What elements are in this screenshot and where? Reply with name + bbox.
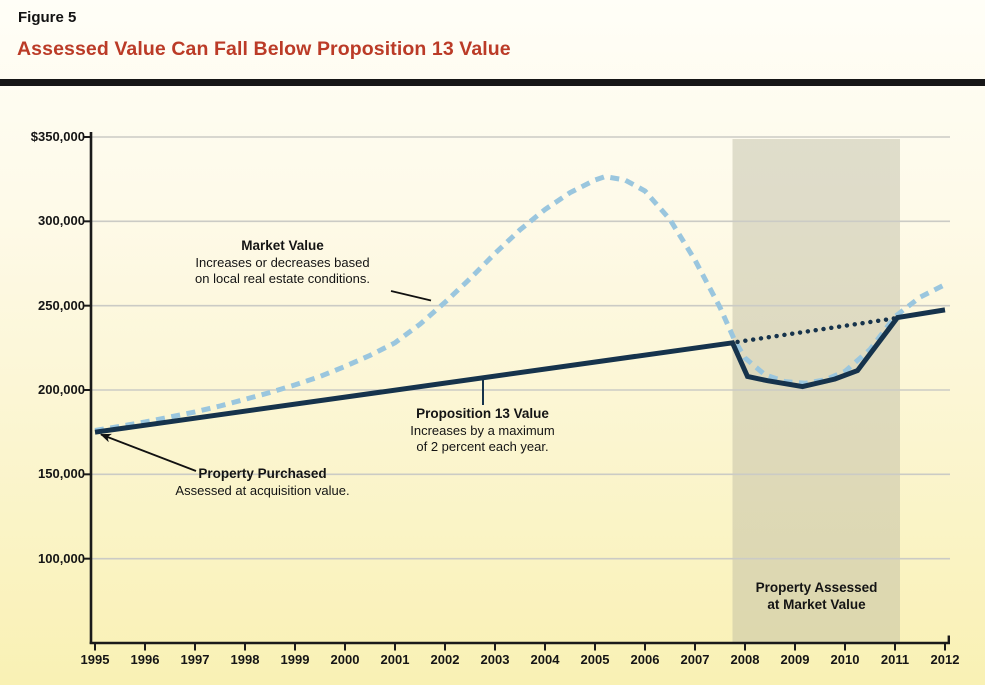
prop13-annotation-line: of 2 percent each year. [416, 439, 549, 454]
x-axis-label: 2004 [530, 652, 560, 667]
x-axis-label: 2009 [780, 652, 810, 667]
market-value-annotation-title: Market Value [241, 238, 324, 253]
x-axis-label: 2006 [630, 652, 660, 667]
market-value-annotation-line: Increases or decreases based [195, 254, 370, 270]
y-axis-label: 200,000 [38, 382, 85, 397]
market-value-leader-line [390, 290, 432, 302]
title-rule [0, 79, 985, 86]
x-axis-label: 2003 [480, 652, 510, 667]
series-dashed [94, 174, 947, 433]
x-axis-label: 1999 [280, 652, 310, 667]
x-axis-label: 2002 [430, 652, 460, 667]
x-axis-label: 1998 [230, 652, 260, 667]
y-axis-label: 150,000 [38, 466, 85, 482]
y-axis-label: 300,000 [38, 213, 85, 229]
x-axis-label: 2005 [580, 652, 610, 667]
assessed-at-market-band [732, 139, 900, 643]
band-label-line: Property Assessed [755, 580, 878, 595]
x-axis-label: 1996 [130, 652, 160, 667]
assessed-at-market-band-label: Property Assessed at Market Value [733, 579, 900, 613]
x-axis-label: 2001 [380, 652, 410, 667]
figure-label: Figure 5 [18, 9, 77, 26]
prop13-annotation-line: Increases by a maximum [410, 422, 555, 438]
prop13-annotation-title: Proposition 13 Value [416, 406, 549, 421]
y-axis-label: 250,000 [38, 297, 85, 313]
x-axis-label: 2000 [330, 652, 360, 667]
x-axis-label: 2007 [680, 652, 710, 667]
x-axis-label: 2010 [830, 652, 860, 667]
property-purchased-annotation: Property Purchased Assessed at acquisiti… [130, 466, 395, 499]
series-solid [94, 307, 946, 435]
x-axis-label: 2011 [880, 652, 910, 667]
series-dotted [735, 316, 898, 345]
market-value-annotation: Market Value Increases or decreases base… [150, 238, 415, 288]
x-axis-label: 2012 [930, 652, 960, 667]
x-axis-label: 1995 [80, 652, 110, 667]
prop13-annotation: Proposition 13 Value Increases by a maxi… [350, 406, 615, 456]
property-purchased-annotation-line: Assessed at acquisition value. [175, 482, 350, 498]
property-purchased-annotation-title: Property Purchased [198, 466, 327, 481]
y-axis-label: 100,000 [38, 550, 85, 566]
property-purchased-arrow [100, 433, 197, 472]
x-axis-label: 1997 [180, 652, 210, 667]
market-value-annotation-line: on local real estate conditions. [195, 271, 370, 286]
x-axis-label: 2008 [730, 652, 760, 667]
figure-title: Assessed Value Can Fall Below Propositio… [17, 38, 511, 60]
y-axis-label: $350,000 [30, 129, 85, 144]
band-label-line: at Market Value [767, 597, 866, 612]
